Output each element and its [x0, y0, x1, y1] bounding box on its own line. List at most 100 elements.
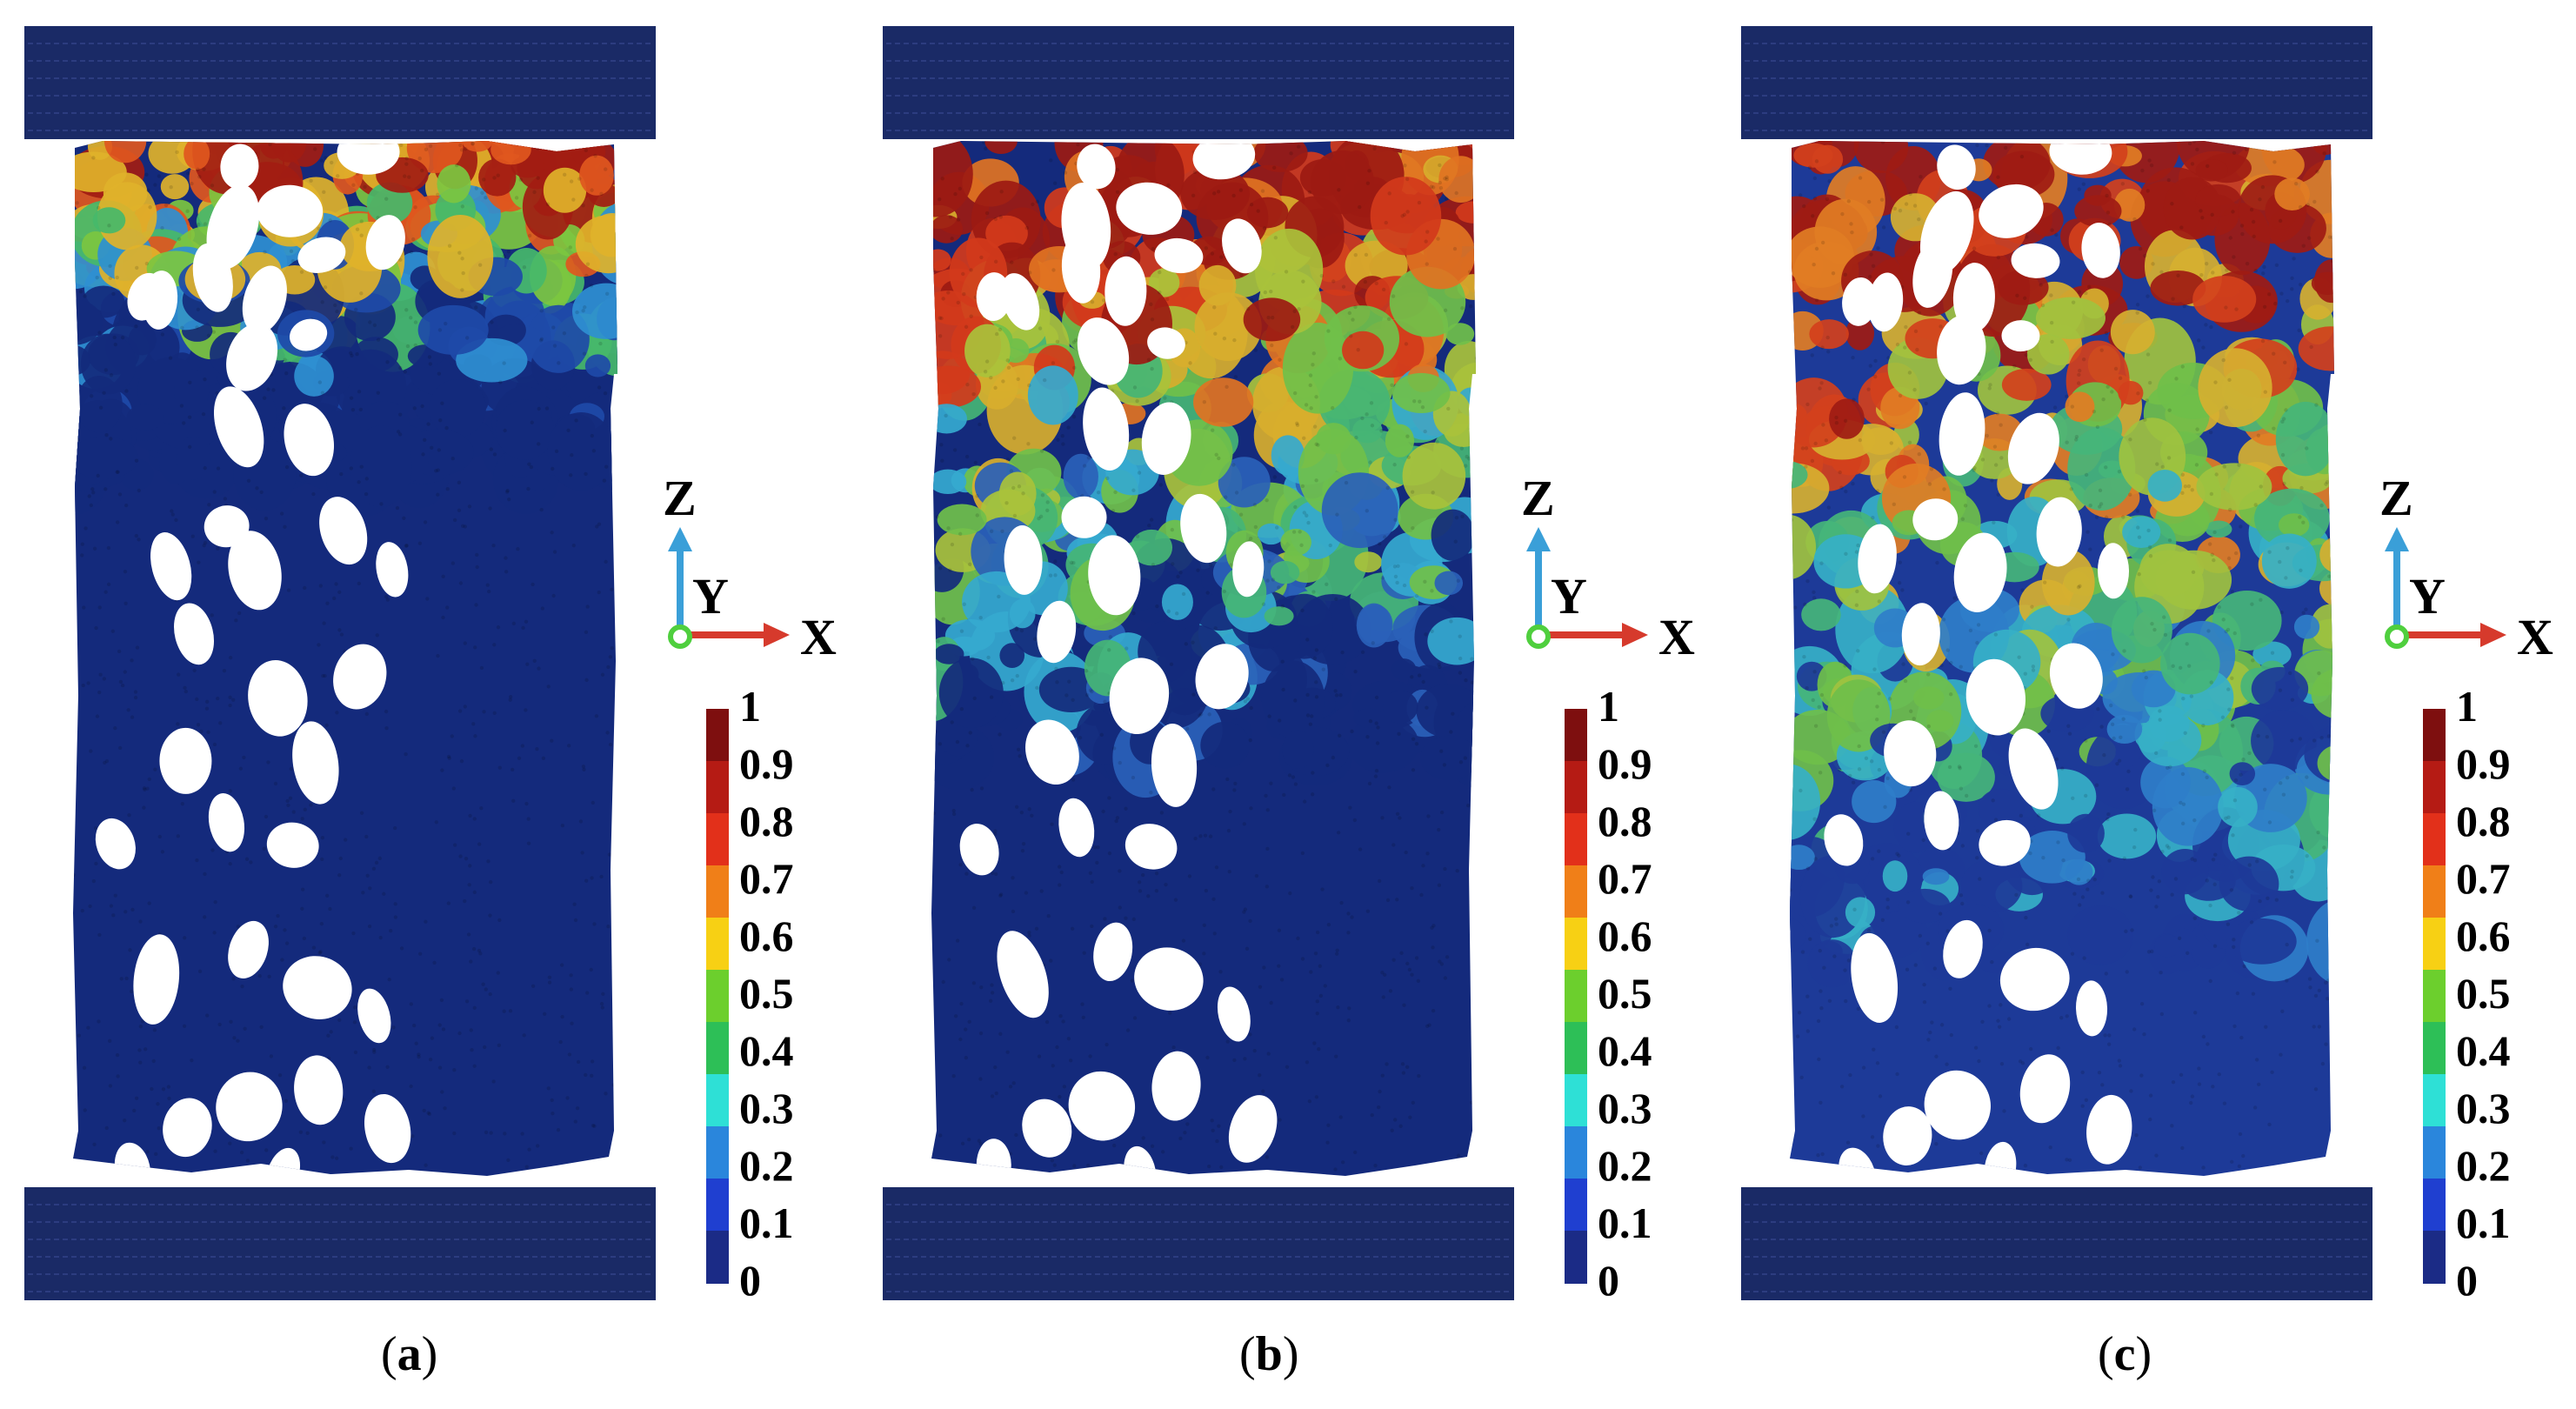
- mesh-speckle: [2066, 724, 2071, 729]
- mesh-speckle: [2076, 381, 2081, 385]
- mesh-speckle: [185, 171, 190, 176]
- mesh-speckle: [359, 464, 364, 469]
- mesh-speckle: [527, 1147, 531, 1152]
- mesh-speckle: [1402, 583, 1407, 588]
- mesh-speckle: [2249, 920, 2254, 925]
- mesh-speckle: [1310, 792, 1315, 797]
- mesh-speckle: [1135, 534, 1140, 538]
- mesh-speckle: [1352, 1150, 1358, 1155]
- specimen-body: [1790, 141, 2345, 1176]
- mesh-speckle: [1071, 698, 1075, 702]
- mesh-speckle: [2341, 523, 2345, 526]
- mesh-speckle: [2224, 629, 2228, 634]
- mesh-speckle: [1866, 199, 1872, 204]
- mesh-speckle: [1790, 888, 1792, 892]
- mesh-speckle: [422, 437, 427, 442]
- mesh-speckle: [1352, 818, 1358, 823]
- mesh-speckle: [589, 967, 593, 972]
- mesh-speckle: [303, 807, 307, 812]
- mesh-speckle: [1302, 799, 1307, 804]
- mesh-speckle: [611, 894, 616, 898]
- mesh-speckle: [1885, 897, 1890, 902]
- mesh-speckle: [2298, 282, 2303, 287]
- mesh-speckle: [2092, 877, 2097, 882]
- mesh-speckle: [458, 854, 463, 858]
- mesh-speckle: [123, 910, 128, 914]
- mesh-speckle: [201, 411, 206, 417]
- strain-patch: [937, 504, 987, 536]
- mesh-speckle: [521, 625, 525, 631]
- mesh-speckle: [2326, 978, 2331, 983]
- mesh-speckle: [2102, 752, 2106, 758]
- mesh-speckle: [432, 960, 437, 965]
- mesh-speckle: [417, 157, 422, 161]
- mesh-speckle: [1198, 962, 1202, 966]
- strain-patch: [126, 404, 164, 431]
- mesh-speckle: [1027, 807, 1031, 811]
- mesh-speckle: [127, 812, 131, 818]
- mesh-speckle: [425, 597, 430, 601]
- mesh-speckle: [262, 846, 266, 851]
- strain-patch: [1937, 752, 1995, 802]
- mesh-speckle: [1055, 680, 1059, 684]
- mesh-speckle: [2104, 515, 2109, 520]
- mesh-speckle: [969, 314, 973, 318]
- mesh-speckle: [2028, 357, 2033, 362]
- mesh-speckle: [1857, 744, 1861, 749]
- mesh-speckle: [80, 553, 84, 558]
- mesh-speckle: [1028, 270, 1032, 275]
- mesh-speckle: [238, 766, 244, 771]
- mesh-speckle: [584, 991, 590, 995]
- mesh-speckle: [83, 294, 87, 298]
- mesh-speckle: [2208, 430, 2213, 435]
- strain-patch: [1280, 528, 1311, 557]
- mesh-speckle: [222, 669, 227, 673]
- mesh-speckle: [1958, 766, 1962, 771]
- mesh-speckle: [106, 582, 111, 587]
- mesh-speckle: [1446, 406, 1451, 411]
- mesh-speckle: [2082, 956, 2086, 960]
- mesh-speckle: [508, 698, 512, 702]
- mesh-speckle: [1790, 1095, 1794, 1100]
- mesh-speckle: [1929, 467, 1934, 471]
- mesh-speckle: [1398, 816, 1402, 820]
- mesh-speckle: [2179, 225, 2184, 230]
- colorbar-segment: [2423, 1022, 2446, 1075]
- mesh-speckle: [2306, 236, 2312, 240]
- mesh-speckle: [1292, 391, 1298, 396]
- mesh-speckle: [616, 491, 617, 496]
- mesh-speckle: [98, 672, 103, 677]
- mesh-speckle: [409, 250, 414, 255]
- mesh-speckle: [1852, 397, 1856, 402]
- mesh-speckle: [455, 163, 459, 168]
- mesh-speckle: [355, 227, 360, 231]
- mesh-speckle: [2100, 891, 2105, 895]
- strain-patch: [73, 344, 90, 377]
- mesh-speckle: [1305, 713, 1311, 718]
- mesh-speckle: [1277, 928, 1282, 932]
- mesh-speckle: [2210, 212, 2214, 217]
- mesh-speckle: [289, 249, 294, 254]
- mesh-speckle: [2085, 530, 2090, 534]
- mesh-speckle: [202, 167, 206, 171]
- mesh-speckle: [452, 1068, 457, 1072]
- mesh-speckle: [1191, 640, 1195, 644]
- mesh-speckle: [1015, 673, 1019, 678]
- mesh-speckle: [299, 270, 304, 274]
- mesh-speckle: [457, 508, 462, 512]
- mesh-speckle: [323, 285, 328, 290]
- mesh-speckle: [1171, 1045, 1176, 1050]
- mesh-speckle: [472, 890, 477, 895]
- mesh-speckle: [1843, 664, 1847, 668]
- mesh-speckle: [267, 974, 271, 978]
- mesh-speckle: [145, 1149, 150, 1154]
- mesh-speckle: [439, 998, 444, 1003]
- strain-patch: [73, 436, 139, 479]
- mesh-speckle: [1907, 371, 1912, 375]
- mesh-speckle: [1115, 816, 1120, 820]
- mesh-speckle: [2120, 182, 2126, 186]
- mesh-speckle: [2299, 485, 2304, 491]
- mesh-speckle: [92, 1142, 97, 1146]
- mesh-speckle: [1334, 693, 1339, 698]
- mesh-speckle: [938, 334, 943, 338]
